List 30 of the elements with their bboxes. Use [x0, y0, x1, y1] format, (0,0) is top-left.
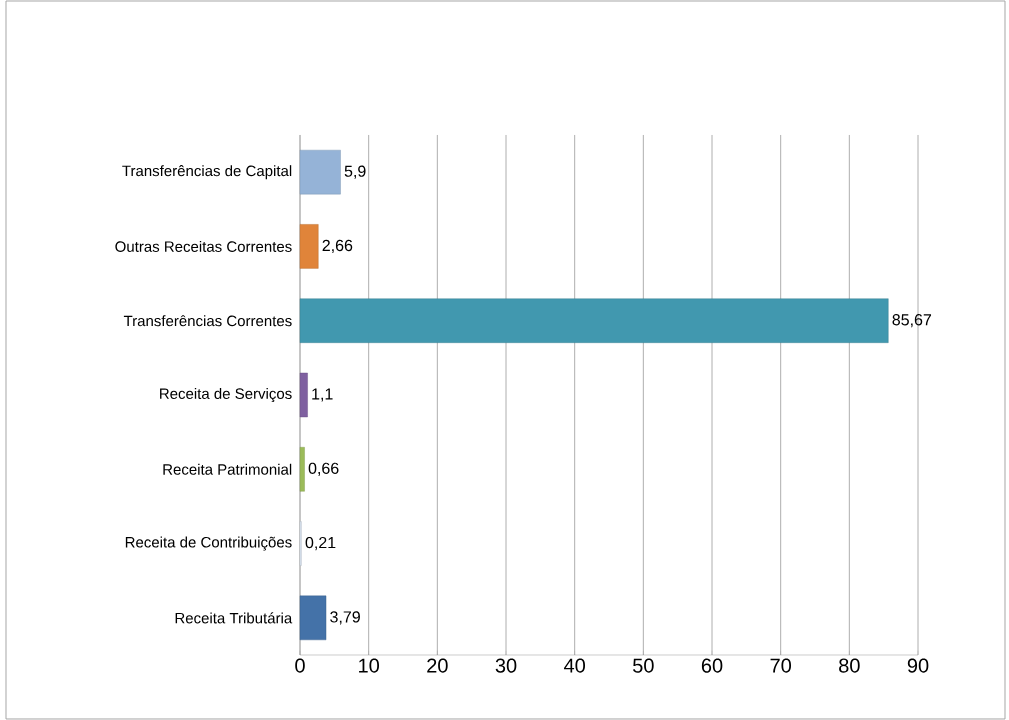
x-tick-label: 60 [701, 658, 723, 673]
x-tick-label: 40 [564, 658, 586, 673]
x-tick-label: 20 [427, 658, 448, 673]
bar [299, 224, 319, 269]
data-label: 1,1 [312, 388, 333, 402]
bar [299, 372, 308, 418]
y-tick-label: Receita de Contribuições [125, 536, 292, 551]
y-tick-label: Transferências Correntes [123, 315, 292, 327]
x-tick-label: 50 [633, 658, 654, 673]
bar [299, 595, 327, 641]
x-tick-label: 70 [770, 658, 792, 673]
y-tick-label: Receita de Serviços [160, 387, 292, 403]
data-label: 0,66 [308, 462, 339, 476]
x-tick-label: 80 [839, 658, 860, 673]
x-tick-label: 10 [359, 658, 380, 673]
y-tick-label: Receita Tributária [175, 612, 293, 624]
x-tick-label: 90 [907, 658, 929, 673]
y-tick-label: Receita Patrimonial [163, 463, 292, 475]
data-label: 85,67 [892, 314, 932, 328]
x-tick-label: 30 [495, 658, 517, 673]
bar [299, 149, 341, 195]
y-tick-label: Transferências de Capital [122, 165, 292, 180]
x-tick-label: 0 [295, 658, 305, 673]
bar [299, 447, 305, 492]
data-label: 0,21 [305, 536, 336, 551]
data-label: 5,9 [344, 165, 366, 179]
data-label: 2,66 [322, 239, 353, 254]
bar [299, 298, 889, 343]
data-label: 3,79 [330, 611, 360, 625]
y-tick-label: Outras Receitas Correntes [115, 240, 292, 252]
